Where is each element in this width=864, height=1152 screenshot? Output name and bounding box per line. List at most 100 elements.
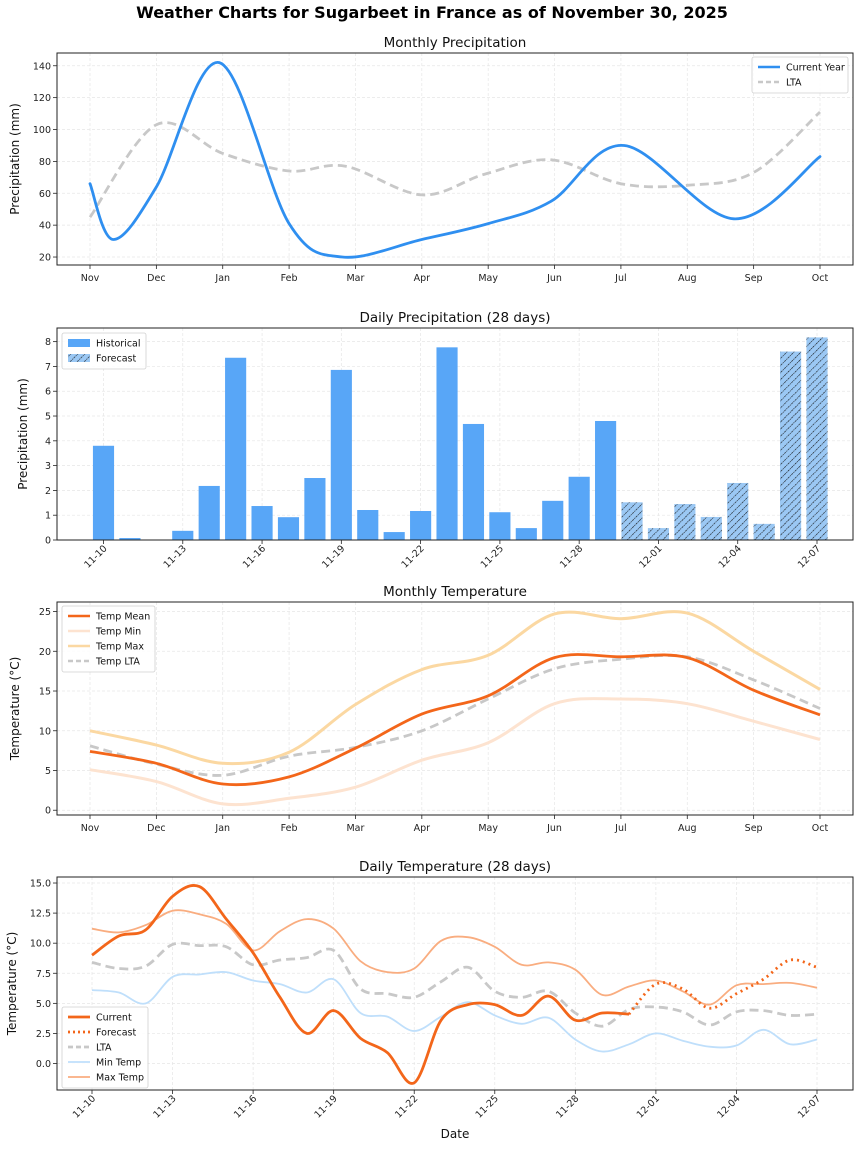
y-tick-label: 10 <box>39 726 51 737</box>
x-tick-label: 11-13 <box>151 1093 178 1120</box>
forecast-bar <box>806 337 828 540</box>
forecast-bar <box>674 504 696 540</box>
historical-bar <box>515 528 537 540</box>
x-tick-label: 11-28 <box>558 543 585 570</box>
x-tick-label: Jun <box>546 823 562 834</box>
y-tick-label: 1 <box>45 511 51 522</box>
y-tick-label: 7 <box>45 362 51 373</box>
x-tick-label: 12-04 <box>717 543 744 570</box>
legend-label: LTA <box>96 1043 112 1054</box>
historical-bar <box>277 517 300 540</box>
historical-bar <box>462 423 485 540</box>
series-lta <box>88 110 821 219</box>
x-tick-label: Jul <box>614 273 626 284</box>
series-current <box>91 884 630 1085</box>
plot-border <box>56 327 854 541</box>
x-tick-label: 11-19 <box>312 1093 339 1120</box>
y-tick-label: 5.0 <box>36 999 51 1010</box>
historical-bar <box>595 420 617 540</box>
plot-border <box>56 601 854 816</box>
y-tick-label: 2 <box>45 486 51 497</box>
x-tick-label: 11-10 <box>71 1093 98 1120</box>
forecast-bar <box>727 482 749 540</box>
y-tick-label: 12.5 <box>30 909 51 920</box>
historical-bar <box>357 509 379 540</box>
series-max-temp <box>91 909 818 1006</box>
x-tick-label: 11-22 <box>399 543 426 570</box>
x-tick-label: Feb <box>281 823 298 834</box>
legend-label: Forecast <box>96 354 136 365</box>
historical-bar <box>383 532 405 540</box>
x-tick-label: Aug <box>678 273 697 284</box>
legend-label: Temp LTA <box>95 657 140 668</box>
historical-bar <box>225 357 247 540</box>
series-forecast <box>627 958 818 1016</box>
historical-bar <box>489 512 511 540</box>
daily-precipitation-chart: Daily Precipitation (28 days) 0 1 2 3 4 5 6 7 8 Pr… <box>16 310 854 571</box>
x-tick-label: 11-16 <box>232 1093 259 1120</box>
y-tick-label: 25 <box>39 607 51 618</box>
x-tick-label: Apr <box>414 823 431 834</box>
y-tick-label: 20 <box>39 647 51 658</box>
y-axis-label: Precipitation (mm) <box>16 378 30 490</box>
legend-box <box>61 605 156 673</box>
y-axis-label: Precipitation (mm) <box>8 103 22 215</box>
x-tick-label: Sep <box>745 823 763 834</box>
historical-bar <box>198 485 220 540</box>
historical-bar <box>542 500 564 540</box>
y-tick-label: 140 <box>33 61 51 72</box>
y-tick-label: 0 <box>45 536 51 547</box>
series-temp-mean <box>89 653 821 787</box>
y-tick-label: 2.5 <box>36 1029 51 1040</box>
x-tick-label: 11-25 <box>479 543 506 570</box>
forecast-bar <box>753 523 775 540</box>
monthly-precipitation-chart: Monthly Precipitation 20 40 60 80 100 120 140 Pr… <box>8 35 854 284</box>
figure-title: Weather Charts for Sugarbeet in France a… <box>136 3 728 22</box>
legend-label: Historical <box>96 339 141 350</box>
panel-title: Monthly Temperature <box>383 584 527 600</box>
y-tick-label: 0.0 <box>36 1059 51 1070</box>
legend-label: Current <box>96 1013 132 1024</box>
y-tick-label: 15.0 <box>30 879 51 890</box>
y-tick-label: 4 <box>45 436 51 447</box>
x-tick-label: Oct <box>812 823 829 834</box>
y-tick-label: 8 <box>45 337 51 348</box>
x-tick-label: Jan <box>214 273 230 284</box>
x-tick-label: Jun <box>546 273 562 284</box>
series-current-year <box>88 61 822 259</box>
y-tick-label: 120 <box>33 93 51 104</box>
x-tick-label: 11-16 <box>241 543 268 570</box>
legend-label: Temp Max <box>95 642 144 653</box>
y-tick-label: 3 <box>45 461 51 472</box>
historical-bar <box>172 530 194 540</box>
y-tick-label: 40 <box>39 221 51 232</box>
x-tick-label: 11-25 <box>474 1093 501 1120</box>
historical-bar <box>92 445 115 540</box>
x-tick-label: 11-10 <box>82 543 109 570</box>
y-axis-label: Temperature (°C) <box>5 932 19 1037</box>
x-tick-label: Dec <box>147 823 165 834</box>
x-tick-label: Sep <box>745 273 763 284</box>
x-tick-label: May <box>478 273 498 284</box>
legend-label: Temp Mean <box>95 612 150 623</box>
forecast-bar <box>647 528 670 540</box>
x-tick-label: Oct <box>812 273 829 284</box>
legend-label: Forecast <box>96 1028 136 1039</box>
x-tick-label: Nov <box>81 823 100 834</box>
y-tick-label: 60 <box>39 189 51 200</box>
series-temp-min <box>89 697 821 807</box>
legend-box <box>61 1006 149 1089</box>
y-tick-label: 100 <box>33 125 51 136</box>
y-tick-label: 6 <box>45 387 51 398</box>
x-tick-label: May <box>478 823 498 834</box>
series-temp-max <box>89 610 821 766</box>
plot-area <box>57 877 853 1090</box>
legend-swatch <box>68 339 90 347</box>
x-tick-label: Nov <box>81 273 100 284</box>
x-axis-label: Date <box>441 1127 470 1141</box>
panel-title: Monthly Precipitation <box>384 35 527 51</box>
plot-area <box>57 602 853 815</box>
x-tick-label: Jan <box>214 823 230 834</box>
x-tick-label: Aug <box>678 823 697 834</box>
